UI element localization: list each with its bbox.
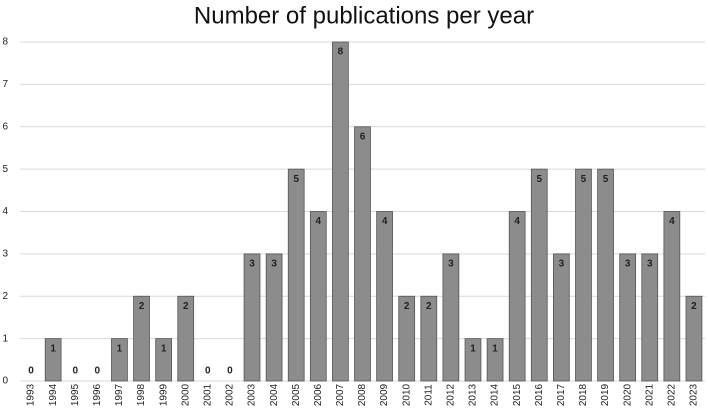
bar xyxy=(309,211,327,382)
bar xyxy=(265,253,283,382)
bar xyxy=(420,295,438,382)
bar xyxy=(155,338,172,382)
value-label: 5 xyxy=(536,174,542,185)
bar xyxy=(486,338,504,382)
bar xyxy=(243,253,261,382)
bar xyxy=(354,126,371,382)
bar xyxy=(597,168,614,382)
x-tick-label: 2018 xyxy=(578,383,589,406)
value-label: 0 xyxy=(28,366,34,377)
y-tick-label: 6 xyxy=(2,121,8,132)
bar xyxy=(641,253,659,382)
value-label: 0 xyxy=(205,366,211,377)
x-tick-label: 1997 xyxy=(114,383,125,406)
y-tick-label: 1 xyxy=(2,333,8,344)
x-tick-label: 2016 xyxy=(534,383,545,406)
value-label: 3 xyxy=(249,259,255,270)
value-label: 3 xyxy=(647,259,653,270)
y-tick-label: 3 xyxy=(2,249,8,260)
value-label: 5 xyxy=(581,174,587,185)
x-tick-label: 2020 xyxy=(622,383,633,406)
x-tick-label: 2009 xyxy=(379,383,390,406)
bar xyxy=(553,253,570,382)
bar xyxy=(332,41,349,382)
x-tick-label: 2017 xyxy=(556,383,567,406)
x-tick-label: 2021 xyxy=(644,383,655,406)
x-tick-label: 1998 xyxy=(136,383,147,406)
x-tick-label: 2004 xyxy=(269,383,280,406)
y-tick-label: 5 xyxy=(2,164,8,175)
value-label: 1 xyxy=(161,343,167,354)
value-label: 2 xyxy=(404,301,410,312)
bar xyxy=(685,295,703,382)
value-label: 4 xyxy=(669,216,675,227)
bar xyxy=(508,211,526,382)
x-tick-label: 2010 xyxy=(401,383,412,406)
x-tick-label: 1999 xyxy=(158,383,169,406)
bar xyxy=(287,168,305,382)
y-tick-label: 7 xyxy=(2,79,8,90)
x-tick-label: 2002 xyxy=(225,383,236,406)
x-tick-label: 2000 xyxy=(180,383,191,406)
bar xyxy=(177,295,195,382)
x-tick-label: 1993 xyxy=(26,383,37,406)
x-tick-label: 2001 xyxy=(202,383,213,406)
x-tick-label: 2012 xyxy=(446,383,457,406)
bar xyxy=(111,338,128,382)
x-tick-label: 2003 xyxy=(247,383,258,406)
value-label: 0 xyxy=(72,366,78,377)
bar xyxy=(442,253,460,382)
x-tick-label: 2008 xyxy=(357,383,368,406)
x-tick-label: 2007 xyxy=(335,383,346,406)
value-label: 4 xyxy=(316,216,322,227)
bar xyxy=(44,338,62,382)
value-label: 0 xyxy=(95,366,101,377)
value-label: 2 xyxy=(426,301,432,312)
value-label: 3 xyxy=(271,259,277,270)
value-label: 5 xyxy=(603,174,609,185)
x-tick-label: 2006 xyxy=(313,383,324,406)
value-label: 3 xyxy=(559,259,565,270)
value-label: 1 xyxy=(117,343,123,354)
value-label: 0 xyxy=(227,366,233,377)
value-label: 4 xyxy=(514,216,520,227)
value-label: 6 xyxy=(360,131,366,142)
x-tick-label: 1994 xyxy=(48,383,59,406)
value-label: 8 xyxy=(338,47,344,58)
y-tick-label: 8 xyxy=(2,37,8,48)
value-label: 2 xyxy=(183,301,189,312)
x-tick-label: 1996 xyxy=(92,383,103,406)
bar xyxy=(663,211,681,382)
bar xyxy=(575,168,592,382)
x-tick-label: 2019 xyxy=(600,383,611,406)
value-label: 4 xyxy=(382,216,388,227)
y-tick-label: 0 xyxy=(2,376,8,387)
value-label: 3 xyxy=(448,259,454,270)
x-tick-label: 2005 xyxy=(291,383,302,406)
value-label: 2 xyxy=(691,301,697,312)
bar xyxy=(619,253,637,382)
bar xyxy=(376,211,393,382)
value-label: 3 xyxy=(625,259,631,270)
value-label: 5 xyxy=(293,174,299,185)
x-tick-label: 2013 xyxy=(468,383,479,406)
x-tick-label: 2023 xyxy=(689,383,700,406)
x-tick-label: 2014 xyxy=(490,383,501,406)
x-tick-label: 2022 xyxy=(666,383,677,406)
chart-title: Number of publications per year xyxy=(194,2,534,29)
y-tick-label: 2 xyxy=(2,291,8,302)
value-label: 1 xyxy=(492,343,498,354)
bar xyxy=(464,338,482,382)
bar xyxy=(530,168,548,382)
bar xyxy=(398,295,416,382)
x-tick-label: 2015 xyxy=(512,383,523,406)
value-label: 1 xyxy=(50,343,56,354)
bar xyxy=(133,295,150,382)
x-tick-label: 1995 xyxy=(70,383,81,406)
value-label: 2 xyxy=(139,301,145,312)
value-label: 1 xyxy=(470,343,476,354)
x-tick-label: 2011 xyxy=(423,384,434,406)
y-tick-label: 4 xyxy=(2,206,8,217)
